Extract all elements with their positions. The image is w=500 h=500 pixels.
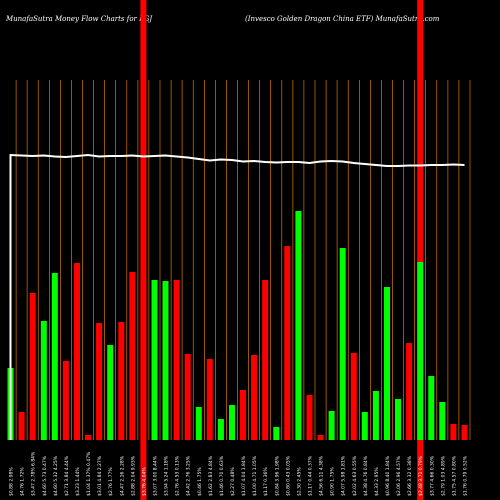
x-tick-label: $1.46 0.70 0.63% [219,455,225,496]
volume-bar [439,402,446,440]
volume-bar [107,345,114,440]
x-tick-label: $4.56 6.11 4.38% [319,455,325,496]
volume-bar [361,412,368,440]
x-tick-label: $3.47 2.78% 6.84% [31,451,37,496]
x-tick-label: $0.88 2.98% [9,467,15,496]
volume-bar [151,280,158,440]
volume-bar [29,293,36,440]
x-tick-label: $4.60 5.32 4.25% [53,455,59,496]
volume-bar [173,280,180,440]
volume-bar [40,321,47,440]
x-tick-label: $4.07 5.98 1.81% [341,455,347,496]
volume-bar [217,419,224,440]
x-tick-label: $2.76 4.53 0.13% [175,455,181,496]
volume-bar [262,280,269,440]
volume-bar [395,399,401,440]
volume-bar [85,435,91,440]
x-tick-label: $1.00 4.71 1.05% [252,455,258,496]
x-tick-label: $4.38 4.76 0.84% [363,455,369,496]
x-tick-label: $1.75 4.57 0.80% [451,455,457,496]
x-tick-label: $0.46 1.75% [197,467,203,496]
x-tick-label: $2.71 3.84 4.44% [64,455,70,496]
volume-bar [317,435,324,440]
x-tick-label: $0.84 3.96 1.98% [274,455,280,496]
x-tick-label: $1.07 4.04 1.84% [241,455,247,496]
volume-bar [406,343,413,440]
x-tick-label: $4.60 5.73 0.47% [42,455,48,496]
x-tick-label: $4.76 1.72% [20,467,26,496]
x-tick-label: $4.42 2.76 3.25% [186,455,192,496]
x-tick-label: $4.47 2.16 2.28% [119,455,125,496]
x-tick-label: $1.62 2.83 4.84% [208,455,214,496]
x-tick-label: $3.01 4.84 2.27% [97,455,103,496]
x-tick-label: $0.80 0.43 0.05% [285,455,291,496]
x-tick-label: $3.07 3.00 8.44% [153,455,159,496]
x-tick-label: $3.76 4.04% [141,467,147,496]
x-tick-label: $3.23 1.44% [75,467,81,496]
volume-bar [372,391,379,440]
volume-bar [306,395,313,440]
volume-bar [240,390,246,440]
volume-bar [129,272,136,440]
x-tick-label: $2.02 4.63 0.55% [352,455,358,496]
highlight-column [140,0,147,500]
x-tick-label: $2.06 2.96 4.57% [396,455,402,496]
volume-bar [284,246,291,440]
volume-bar [74,263,80,440]
volume-bar [273,427,280,440]
highlight-columns [140,0,424,500]
highlight-column [417,0,424,500]
volume-bar [118,322,125,440]
volume-bar [450,424,457,440]
volume-bar [295,211,302,440]
x-tick-label: $2.66 3.32 0.38% [407,455,413,496]
volume-bar [96,323,103,440]
volume-bar [384,287,390,440]
volume-bar [140,281,147,440]
volume-bar [184,354,191,440]
x-tick-label: $1.17 0.44 0.37% [308,455,314,496]
x-tick-label: $3.77 4.66 0.30% [429,455,435,496]
volume-bar [195,407,202,440]
x-tick-label: $1.17 0.36% [263,467,269,496]
x-tick-label: $2.88 2.04 9.93% [130,455,136,496]
x-tick-label: $0.90 1.75% [330,467,336,496]
volume-bar [162,281,169,440]
x-tick-label: $2.27 0.48% [230,467,236,496]
volume-bar [350,353,357,440]
x-tick-label: $2.79 1.03 4.89% [440,455,446,496]
price-line [9,153,465,440]
volume-bar [229,405,235,440]
volume-bars [7,211,468,440]
volume-bar [18,412,25,440]
x-tick-label: $3.94 5.24 1.18% [164,455,170,496]
volume-bar [328,411,335,440]
grid-lines [15,80,471,440]
x-axis-labels: $0.88 2.98% $4.76 1.72% $3.47 2.78% 6.84% $… [9,451,469,496]
x-tick-label: $2.76 1.77% [108,467,114,496]
volume-bar [51,273,58,440]
chart-title-left: MunafaSutra Money Flow Charts for PGJ [6,15,153,23]
volume-bar [206,359,213,440]
x-tick-label: $1.04 1.37% 0.47% [86,451,92,496]
volume-bar [251,355,258,440]
x-tick-label: $1.76 0.79 0.52% [463,455,469,496]
volume-bar [428,376,435,440]
volume-bar [62,361,69,440]
x-tick-label: $2.30 2.45% [296,467,302,496]
chart-title-right: (Invesco Golden Dragon China ETF) Munafa… [245,15,440,23]
x-tick-label: $4.33 2.95% [374,467,380,496]
x-tick-label: $0.96 8.40 1.84% [385,455,391,496]
x-tick-label: $2.48 3.71 0.79% [418,455,424,496]
volume-bar [461,425,468,440]
volume-bar [339,248,346,440]
volume-bar [417,262,424,440]
